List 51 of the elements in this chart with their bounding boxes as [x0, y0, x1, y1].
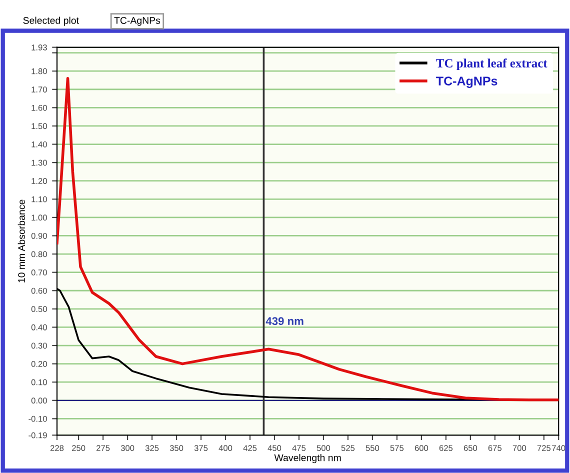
x-tick-label: 425	[243, 445, 257, 452]
y-tick-label: 0.40	[31, 324, 47, 330]
x-tick-label: 250	[72, 445, 86, 452]
y-tick-label: 0.50	[31, 306, 47, 312]
x-tick-label: 450	[268, 445, 282, 452]
y-tick-label: 0.70	[31, 270, 47, 276]
y-tick-label: -0.10	[28, 416, 47, 422]
text: Selected plot	[23, 16, 79, 26]
y-tick-label: 1.80	[32, 68, 47, 74]
x-tick-label: 325	[145, 445, 159, 452]
legend-label: TC plant leaf extract	[436, 58, 548, 70]
x-tick-label: 275	[96, 445, 110, 452]
x-tick-label: 575	[390, 445, 404, 452]
annotation: 439 nm	[266, 317, 304, 326]
y-tick-label: 0.60	[31, 288, 47, 294]
legend-label: TC-AgNPs	[436, 76, 498, 88]
x-tick-label: 475	[292, 445, 306, 452]
y-tick-label: 1.10	[32, 196, 47, 202]
y-tick-label: 0.20	[31, 361, 47, 367]
line-series	[57, 77, 559, 402]
y-tick-label: 0.80	[31, 251, 47, 258]
x-tick-label: 675	[488, 445, 502, 452]
y-tick-label: 1.70	[32, 86, 47, 92]
x-axis-title: Wavelength nm	[274, 454, 341, 464]
y-axis-title: 10 mm Absorbance	[18, 200, 25, 282]
y-tick-label: 1.00	[32, 214, 47, 221]
y-tick-label: 0.10	[31, 379, 47, 386]
x-tick-label: 625	[439, 445, 453, 452]
y-tick-label: -0.19	[28, 432, 47, 438]
x-tick-label: 375	[194, 445, 208, 452]
y-tick-label: 1.40	[32, 141, 47, 148]
x-tick-label: 228	[50, 445, 64, 452]
y-tick-label: 1.20	[32, 178, 47, 184]
x-tick-label: 650	[464, 445, 478, 452]
x-tick-label: 350	[170, 445, 184, 452]
x-tick-label: 500	[316, 445, 330, 452]
x-tick-label: 400	[218, 445, 232, 452]
x-tick-label: 725	[537, 445, 551, 452]
y-tick-label: 1.60	[32, 104, 47, 111]
y-tick-label: 0.30	[31, 342, 47, 349]
x-tick-label: 700	[512, 445, 526, 452]
y-tick-label: 0.90	[31, 232, 47, 239]
x-tick-label: 525	[341, 445, 355, 452]
text: TC-AgNPs	[114, 17, 160, 26]
y-tick-label: 1.50	[32, 123, 47, 130]
x-tick-label: 600	[414, 445, 428, 452]
y-tick-label: 0.00	[31, 398, 47, 404]
x-tick-label: 300	[120, 445, 134, 452]
y-tick-label: 1.93	[32, 44, 47, 50]
x-tick-label: 550	[366, 445, 380, 452]
y-tick-label: 1.30	[32, 160, 47, 166]
